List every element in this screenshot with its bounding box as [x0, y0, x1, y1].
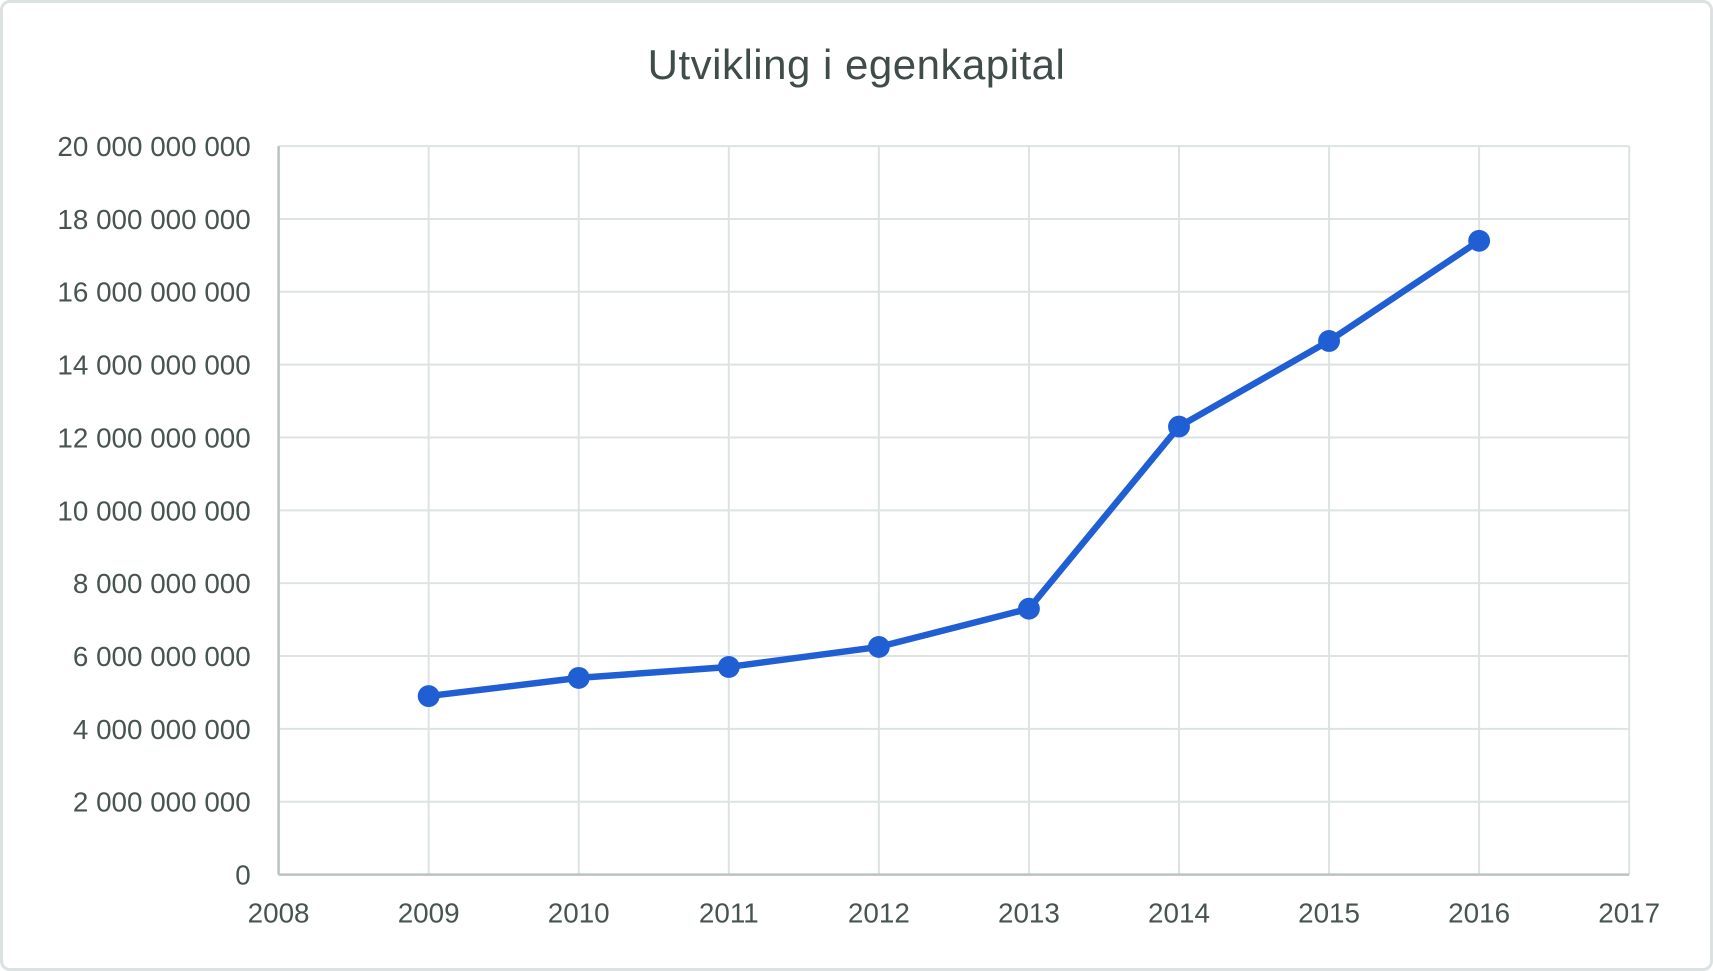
y-tick-label: 0	[235, 860, 250, 891]
x-tick-label: 2016	[1448, 897, 1510, 928]
x-tick-label: 2014	[1148, 897, 1210, 928]
data-point-2015	[1318, 330, 1340, 352]
y-tick-label: 20 000 000 000	[57, 131, 250, 162]
x-tick-label: 2013	[998, 897, 1060, 928]
y-tick-label: 4 000 000 000	[73, 714, 251, 745]
x-tick-label: 2012	[848, 897, 910, 928]
x-tick-label: 2008	[248, 897, 310, 928]
x-tick-label: 2010	[548, 897, 610, 928]
y-tick-label: 10 000 000 000	[57, 495, 250, 526]
y-tick-label: 18 000 000 000	[57, 204, 250, 235]
data-point-2011	[717, 656, 740, 678]
x-tick-label: 2009	[398, 897, 460, 928]
data-point-2012	[867, 636, 890, 658]
data-point-2013	[1017, 597, 1040, 620]
x-tick-label: 2015	[1298, 897, 1360, 928]
line-chart-canvas: 0 2 000 000 000 4 000 000 000 6 000 000 000…	[57, 131, 1660, 928]
data-point-2009	[417, 685, 440, 708]
data-point-2016	[1468, 229, 1491, 252]
y-tick-label: 6 000 000 000	[73, 641, 251, 672]
chart-title: Utvikling i egenkapital	[647, 41, 1066, 88]
data-point-2014	[1168, 415, 1190, 438]
series-line	[425, 237, 1483, 700]
x-tick-label: 2011	[699, 897, 759, 928]
y-tick-label: 8 000 000 000	[73, 568, 251, 599]
y-tick-label: 14 000 000 000	[57, 350, 250, 381]
x-tick-label: 2017	[1598, 897, 1660, 928]
y-tick-label: 16 000 000 000	[57, 277, 250, 308]
data-point-2010	[567, 666, 590, 689]
y-tick-label: 12 000 000 000	[57, 422, 250, 453]
y-tick-label: 2 000 000 000	[73, 787, 251, 818]
